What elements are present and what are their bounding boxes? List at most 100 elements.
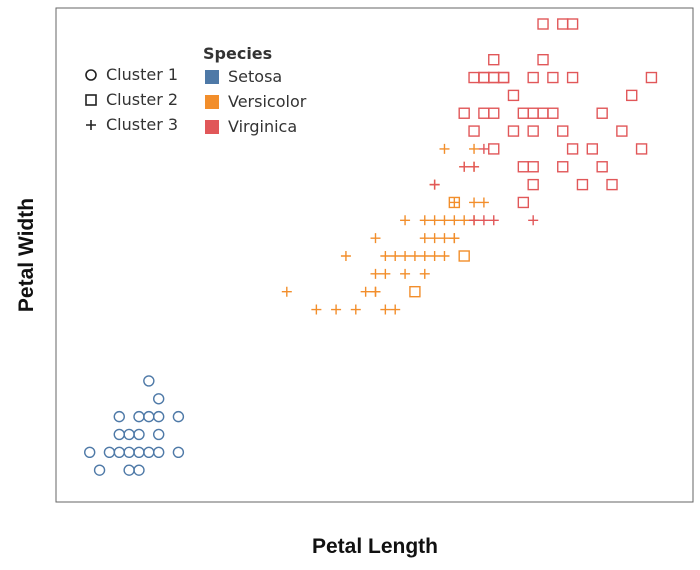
data-point — [478, 197, 489, 208]
data-point — [488, 107, 500, 119]
data-point — [429, 251, 440, 261]
data-point — [527, 161, 539, 173]
data-point — [448, 196, 461, 209]
color-legend-label: Virginica — [228, 117, 297, 136]
data-point — [429, 233, 440, 244]
data-point — [331, 304, 342, 315]
data-point — [439, 143, 450, 154]
data-point — [547, 71, 559, 84]
data-point — [409, 285, 421, 298]
data-point — [439, 215, 450, 226]
data-point — [133, 428, 145, 441]
shape-legend: Cluster 1 Cluster 2 Cluster 3 — [85, 65, 178, 134]
data-point — [311, 304, 322, 315]
data-point — [390, 251, 401, 261]
data-point — [113, 446, 125, 459]
data-point — [152, 410, 165, 423]
data-point — [143, 375, 155, 387]
data-point — [390, 304, 401, 315]
data-point — [143, 410, 155, 423]
data-point — [469, 197, 480, 208]
data-point — [527, 125, 539, 137]
data-point — [459, 161, 470, 172]
color-legend-label: Versicolor — [228, 92, 307, 111]
data-point — [458, 250, 470, 262]
data-point — [350, 304, 361, 315]
data-point — [123, 464, 135, 476]
data-point — [93, 464, 106, 476]
data-point — [507, 125, 520, 137]
data-point — [635, 143, 648, 155]
data-point — [419, 215, 430, 226]
data-point — [380, 268, 391, 279]
data-point — [172, 410, 185, 423]
data-point — [537, 107, 549, 119]
data-marks — [84, 18, 658, 476]
color-legend: Species Setosa Versicolor Virginica — [203, 44, 307, 136]
data-point — [143, 446, 155, 459]
data-point — [566, 71, 579, 84]
data-point — [449, 215, 460, 226]
data-point — [133, 464, 145, 476]
data-point — [469, 215, 480, 226]
data-point — [488, 53, 500, 66]
data-point — [478, 143, 489, 154]
data-point — [400, 268, 411, 279]
data-point — [113, 410, 125, 423]
data-point — [606, 178, 618, 191]
color-swatch — [205, 120, 219, 134]
data-point — [557, 125, 569, 137]
data-point — [152, 428, 165, 441]
data-point — [370, 233, 381, 244]
data-point — [497, 71, 510, 84]
color-swatch — [205, 95, 219, 109]
square-legend-icon — [85, 94, 97, 106]
data-point — [449, 197, 460, 208]
data-point — [400, 215, 411, 226]
color-legend-title: Species — [203, 44, 272, 63]
data-point — [400, 251, 411, 261]
data-point — [152, 446, 165, 459]
data-point — [281, 286, 292, 297]
data-point — [488, 71, 500, 84]
data-point — [527, 178, 539, 191]
data-point — [488, 143, 500, 155]
data-point — [419, 268, 430, 279]
data-point — [429, 179, 440, 190]
circle-legend-icon — [85, 69, 97, 81]
data-point — [380, 304, 391, 315]
data-point — [537, 53, 549, 66]
data-point — [507, 89, 520, 102]
data-point — [488, 71, 500, 84]
data-point — [340, 251, 351, 261]
plus-legend-icon — [86, 120, 96, 130]
shape-legend-label: Cluster 1 — [106, 65, 178, 84]
data-point — [419, 251, 430, 261]
data-point — [133, 446, 145, 459]
data-point — [469, 161, 480, 172]
data-point — [596, 107, 608, 119]
data-point — [557, 18, 569, 30]
data-point — [459, 215, 470, 226]
data-point — [449, 233, 460, 244]
data-point — [517, 107, 530, 119]
data-point — [458, 107, 470, 119]
data-point — [517, 196, 530, 209]
data-point — [468, 71, 480, 84]
data-point — [113, 428, 125, 441]
data-point — [84, 446, 96, 459]
data-point — [370, 286, 381, 297]
data-point — [497, 71, 510, 84]
data-point — [478, 215, 489, 226]
data-point — [380, 251, 391, 261]
data-point — [133, 410, 145, 423]
shape-legend-label: Cluster 3 — [106, 115, 178, 134]
data-point — [419, 233, 430, 244]
data-point — [488, 215, 499, 226]
plot-frame — [55, 7, 694, 503]
data-point — [517, 161, 530, 173]
y-axis-title: Petal Width — [15, 198, 38, 312]
data-point — [527, 107, 539, 119]
data-point — [370, 268, 381, 279]
